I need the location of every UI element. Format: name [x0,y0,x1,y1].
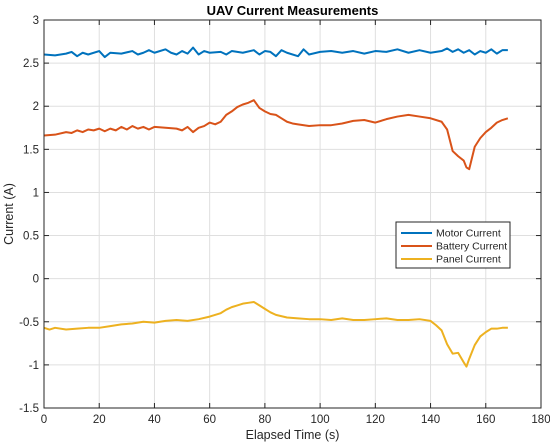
series-line-battery-current [43,99,509,171]
y-tick-label: 2.5 [23,58,39,70]
x-tick-label: 140 [421,414,440,426]
y-tick-label: 0 [33,274,39,286]
legend: Motor Current Battery Current Panel Curr… [395,221,511,269]
series-line-panel-current [43,300,508,368]
x-tick-label: 0 [41,414,47,426]
x-tick-label: 120 [366,414,385,426]
y-tick-labels: -1.5 -1 -0.5 0 0.5 1 1.5 2 2.5 3 [19,15,39,415]
series-group [43,46,509,368]
x-tick-label: 180 [531,414,550,426]
x-tick-label: 100 [311,414,330,426]
y-tick-label: -1 [29,360,39,372]
ticks [43,19,542,409]
y-tick-label: 1 [33,187,39,199]
y-tick-label: 0.5 [23,231,39,243]
y-tick-label: 3 [33,15,39,27]
y-axis-label: Current (A) [2,183,16,245]
y-tick-label: 2 [33,101,39,113]
x-tick-label: 160 [476,414,495,426]
x-tick-label: 40 [148,414,161,426]
legend-label-battery: Battery Current [436,241,507,253]
y-tick-label: -0.5 [19,317,39,329]
x-tick-label: 20 [93,414,106,426]
legend-label-motor: Motor Current [436,228,501,240]
y-tick-label: -1.5 [19,403,39,415]
legend-label-panel: Panel Current [436,254,501,266]
series-line-motor-current [43,46,508,59]
plot-area [44,20,541,408]
plot-frame [43,19,542,409]
x-tick-labels: 0 20 40 60 80 100 120 140 160 180 [41,414,550,426]
y-tick-label: 1.5 [23,144,39,156]
chart-title: UAV Current Measurements [207,3,379,18]
x-tick-label: 80 [258,414,271,426]
x-tick-label: 60 [203,414,216,426]
x-axis-label: Elapsed Time (s) [246,428,340,442]
